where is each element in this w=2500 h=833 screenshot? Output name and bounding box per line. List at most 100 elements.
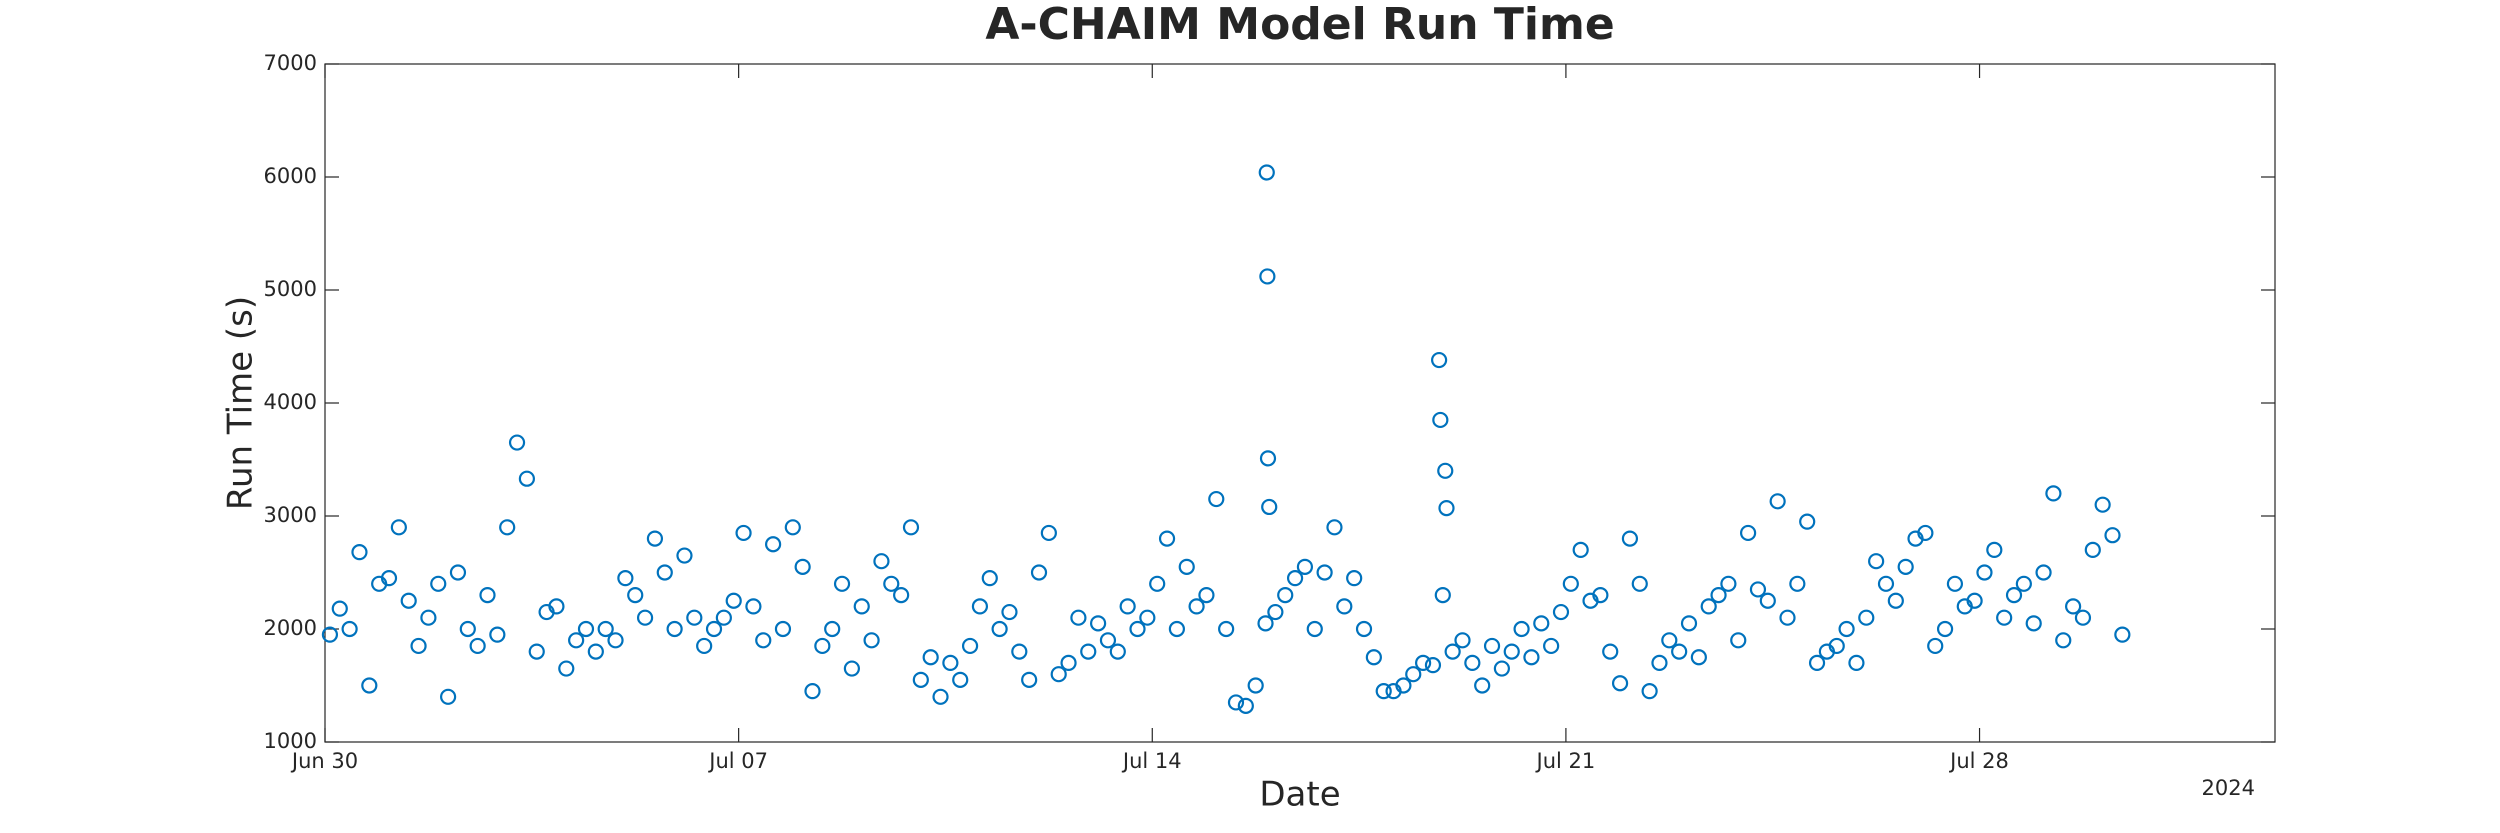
point — [1415, 654, 1432, 672]
point — [1208, 490, 1225, 508]
point — [765, 536, 782, 553]
point — [2104, 527, 2121, 544]
point — [2084, 541, 2101, 559]
point — [331, 600, 348, 617]
point — [636, 609, 654, 626]
point — [390, 519, 407, 536]
point — [617, 570, 634, 587]
point — [1030, 564, 1048, 581]
point — [755, 632, 772, 649]
point — [2025, 615, 2042, 632]
point — [725, 592, 742, 609]
point — [1976, 564, 1993, 581]
x-tick-label: Jul 07 — [707, 749, 768, 773]
y-tick-label: 5000 — [264, 277, 317, 301]
point — [1316, 564, 1333, 581]
point — [1198, 586, 1215, 604]
point — [1523, 649, 1540, 666]
point — [873, 553, 890, 570]
point — [1799, 513, 1816, 530]
point — [351, 544, 368, 561]
point — [627, 586, 644, 604]
point — [991, 620, 1008, 638]
point — [361, 677, 378, 694]
point — [479, 586, 496, 604]
y-tick-label: 1000 — [264, 729, 317, 753]
point — [499, 519, 516, 536]
point — [1326, 519, 1343, 536]
point — [1789, 575, 1806, 592]
point — [400, 592, 417, 609]
point — [1936, 620, 1954, 638]
point — [952, 671, 969, 688]
point — [696, 637, 713, 655]
point — [1759, 592, 1776, 609]
point — [1296, 558, 1314, 575]
point — [932, 688, 949, 705]
point — [1149, 575, 1166, 592]
point — [942, 654, 959, 672]
point — [1730, 632, 1747, 649]
point — [705, 620, 723, 638]
point — [1868, 553, 1885, 570]
point — [1355, 620, 1373, 638]
point — [321, 626, 339, 643]
point — [2094, 496, 2111, 513]
point — [1129, 620, 1146, 638]
point — [341, 620, 358, 638]
y-axis-label: Run Time (s) — [221, 296, 261, 510]
point — [1769, 493, 1786, 510]
point — [2074, 609, 2092, 626]
point — [1259, 268, 1276, 285]
point — [1513, 620, 1530, 638]
plot-area — [324, 63, 2276, 743]
point — [1828, 637, 1845, 655]
point — [1680, 615, 1698, 632]
point — [1218, 620, 1235, 638]
point — [1395, 677, 1412, 694]
point — [2065, 598, 2082, 615]
point — [440, 688, 457, 705]
y-tick-label: 7000 — [264, 51, 317, 75]
point — [1158, 530, 1176, 547]
point — [528, 643, 545, 660]
x-axis-label: Date — [1259, 775, 1340, 815]
point — [1986, 541, 2003, 559]
point — [1109, 643, 1126, 660]
point — [814, 637, 831, 655]
point — [1001, 603, 1018, 621]
point — [1877, 575, 1895, 592]
point — [1011, 643, 1028, 660]
point — [489, 626, 506, 643]
point — [1946, 575, 1964, 592]
point — [1080, 643, 1097, 660]
point — [1552, 603, 1570, 621]
point — [1621, 530, 1639, 547]
point — [1070, 609, 1087, 626]
point — [656, 564, 673, 581]
point — [1602, 643, 1619, 660]
point — [1336, 598, 1353, 615]
point — [558, 660, 575, 677]
point — [1247, 677, 1264, 694]
point — [1592, 586, 1609, 604]
point — [430, 575, 447, 592]
point — [1405, 666, 1422, 683]
point — [449, 564, 467, 581]
point — [2045, 485, 2062, 502]
point — [1710, 586, 1727, 604]
point — [2005, 586, 2023, 604]
x-tick-label: Jul 14 — [1121, 749, 1182, 773]
point — [1444, 643, 1461, 660]
point — [715, 609, 732, 626]
point — [607, 632, 624, 649]
point — [597, 620, 614, 638]
point — [1060, 654, 1077, 672]
point — [893, 586, 910, 604]
point — [1099, 632, 1117, 649]
point — [1237, 697, 1254, 714]
point — [1749, 581, 1767, 598]
point — [1346, 570, 1363, 587]
point — [863, 632, 880, 649]
